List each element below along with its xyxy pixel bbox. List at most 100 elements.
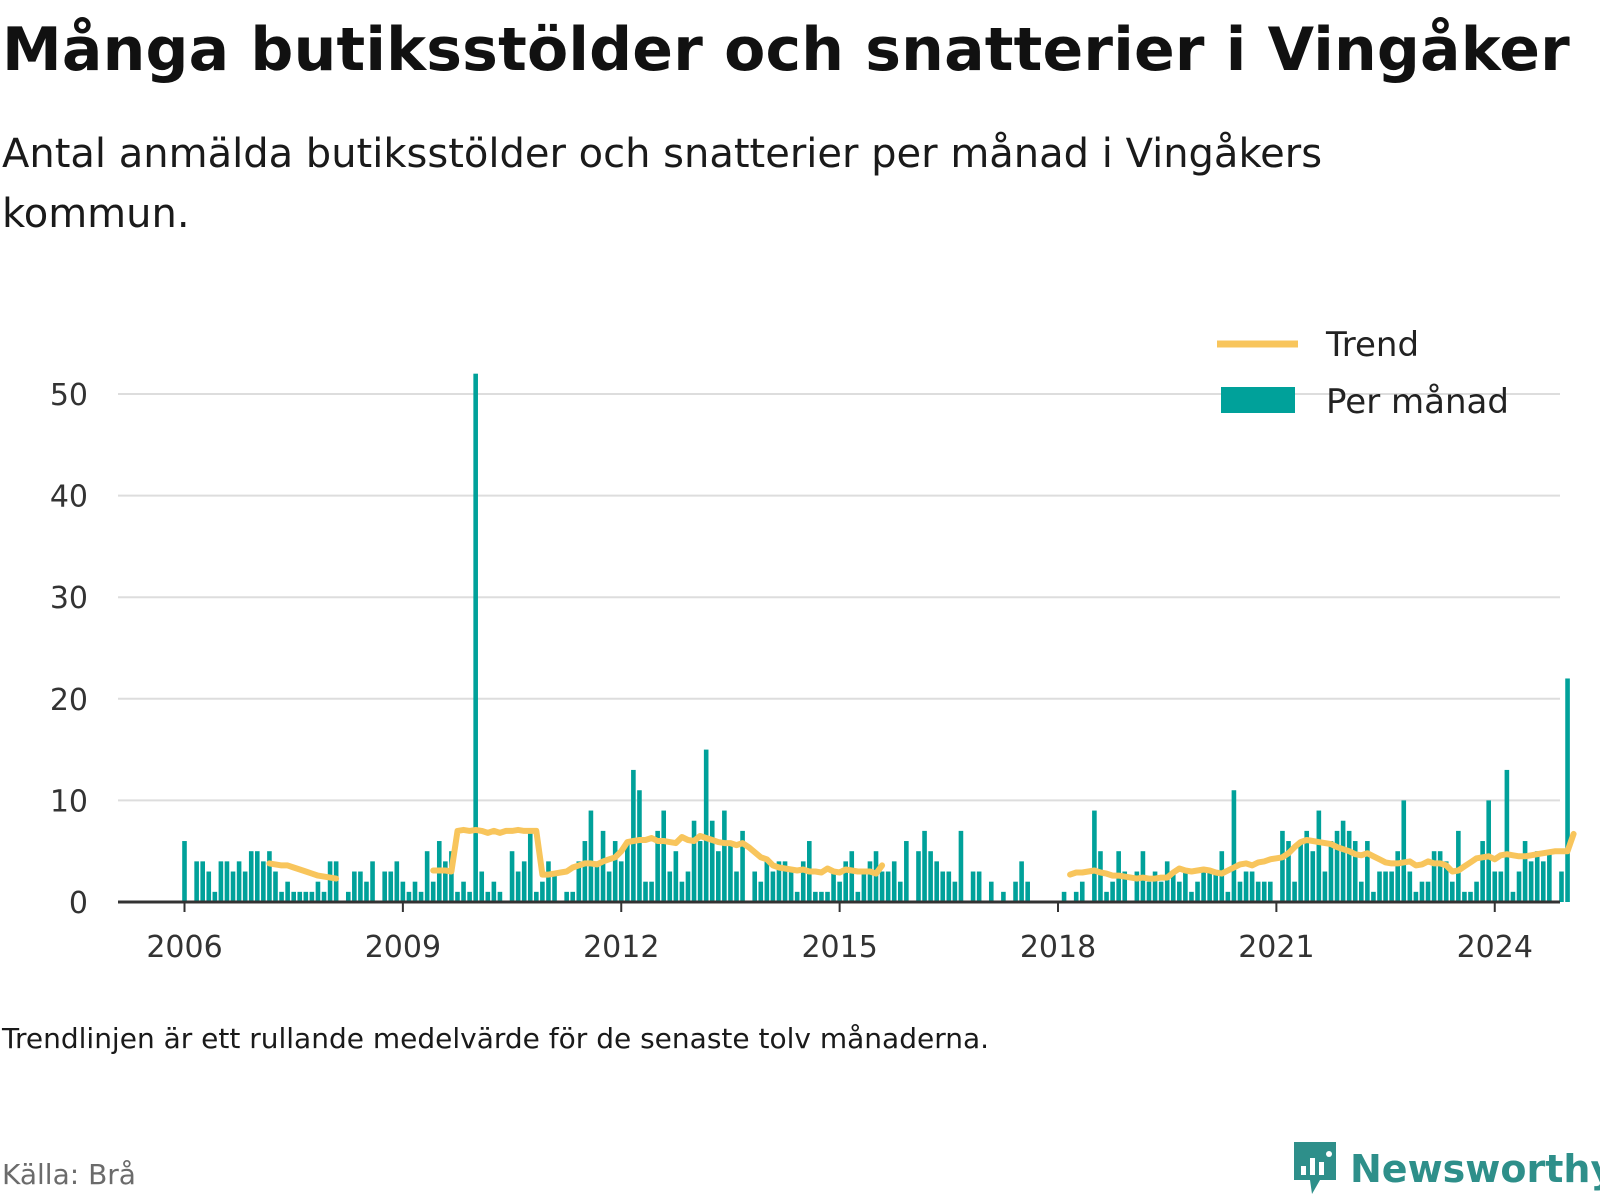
bar xyxy=(546,861,551,902)
bar xyxy=(728,841,733,902)
bar xyxy=(897,881,903,902)
bar xyxy=(327,861,333,902)
bar xyxy=(976,871,982,902)
bar xyxy=(1098,851,1103,902)
bar xyxy=(1474,881,1479,902)
bar xyxy=(406,891,412,902)
legend: Trend Per månad xyxy=(1217,325,1509,422)
chart-title: Många butiksstölder och snatterier i Vin… xyxy=(2,15,1570,85)
bar xyxy=(582,841,588,902)
bar xyxy=(1219,851,1225,902)
bar xyxy=(1237,881,1243,902)
source-label: Källa: Brå xyxy=(2,1158,136,1191)
bar xyxy=(321,891,327,902)
bar xyxy=(461,881,466,902)
bar xyxy=(934,861,939,902)
x-tick-label: 2012 xyxy=(583,930,659,965)
bar xyxy=(940,871,946,902)
bar xyxy=(1310,851,1316,902)
bar xyxy=(1498,871,1504,902)
bar xyxy=(794,891,800,902)
bar xyxy=(1286,841,1291,902)
bar xyxy=(1152,871,1158,902)
trend-note: Trendlinjen är ett rullande medelvärde f… xyxy=(2,1022,990,1055)
bar xyxy=(625,841,630,902)
bar xyxy=(1328,841,1334,902)
bar xyxy=(855,891,861,902)
bar xyxy=(1134,871,1140,902)
y-tick-label: 0 xyxy=(69,886,88,921)
bar xyxy=(424,851,430,902)
bar xyxy=(485,891,491,902)
bar xyxy=(200,861,205,902)
bar xyxy=(849,851,855,902)
bar xyxy=(776,861,782,902)
bar xyxy=(1534,851,1540,902)
bar xyxy=(224,861,230,902)
bar xyxy=(837,881,842,902)
bar xyxy=(1516,871,1522,902)
x-axis: 2006 2009 2012 2015 2018 2021 2024 xyxy=(118,900,1560,965)
bar xyxy=(1189,891,1194,902)
bar xyxy=(279,891,284,902)
bar xyxy=(697,841,703,902)
bar xyxy=(254,851,260,902)
bar xyxy=(388,871,394,902)
bar xyxy=(1268,881,1273,902)
chart-area: 0 10 20 30 40 50 2006 2009 2012 2015 2018 2021 2024… xyxy=(50,325,1577,965)
bar xyxy=(1486,800,1491,902)
bar xyxy=(685,871,691,902)
bar xyxy=(1298,841,1303,902)
bar xyxy=(1340,820,1346,902)
bar xyxy=(230,871,236,902)
bar xyxy=(740,830,745,902)
bar xyxy=(491,881,497,902)
bar xyxy=(515,871,521,902)
bar xyxy=(709,820,715,902)
bar xyxy=(552,871,557,902)
x-tick-label: 2024 xyxy=(1457,930,1533,965)
bar xyxy=(473,373,478,902)
bar xyxy=(1449,881,1455,902)
bar xyxy=(1565,678,1570,902)
bar xyxy=(576,861,582,902)
bar xyxy=(813,891,818,902)
bar xyxy=(885,871,891,902)
bar xyxy=(1431,851,1437,902)
y-tick-label: 40 xyxy=(50,480,88,515)
bar xyxy=(1061,891,1067,902)
bar xyxy=(1243,871,1249,902)
bar xyxy=(1407,871,1413,902)
bar xyxy=(430,881,436,902)
x-tick-label: 2021 xyxy=(1238,930,1314,965)
bar xyxy=(861,871,867,902)
bar xyxy=(1231,790,1237,902)
bar xyxy=(1183,871,1188,902)
bar xyxy=(758,881,764,902)
bar xyxy=(1073,891,1079,902)
bar xyxy=(637,790,642,902)
bar xyxy=(1540,861,1546,902)
bar xyxy=(1462,891,1467,902)
bar xyxy=(358,871,363,902)
bar xyxy=(1413,891,1419,902)
bar xyxy=(1304,830,1310,902)
bar xyxy=(1504,769,1510,902)
bar xyxy=(291,891,296,902)
bar xyxy=(600,830,606,902)
bar xyxy=(988,881,994,902)
bar xyxy=(667,871,673,902)
bar xyxy=(570,891,576,902)
bar xyxy=(843,861,848,902)
bar xyxy=(1522,841,1528,902)
x-tick-label: 2009 xyxy=(365,930,441,965)
bar xyxy=(236,861,242,902)
bar xyxy=(1292,881,1297,902)
bar xyxy=(970,871,976,902)
bar xyxy=(509,851,515,902)
bar xyxy=(1255,881,1261,902)
bar xyxy=(1013,881,1018,902)
y-tick-label: 20 xyxy=(50,683,88,718)
bar xyxy=(564,891,569,902)
bar xyxy=(1383,871,1388,902)
